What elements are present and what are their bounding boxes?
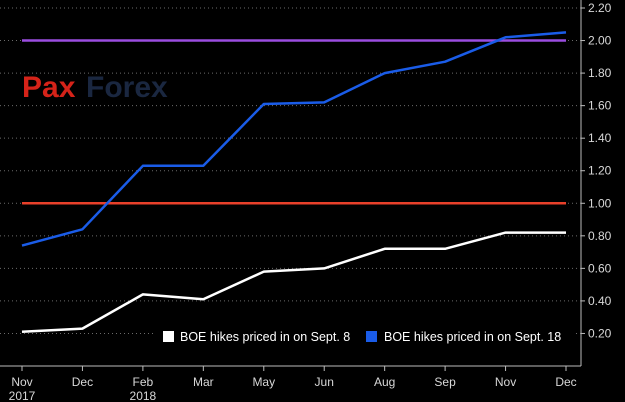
series-line-1 bbox=[21, 31, 567, 247]
series-line-0 bbox=[21, 231, 566, 334]
y-tick-label-1: 0.40 bbox=[588, 294, 612, 308]
legend: BOE hikes priced in on Sept. 8 BOE hikes … bbox=[155, 323, 575, 351]
x-tick-label-7: Sep bbox=[434, 375, 456, 389]
paxforex-watermark: Pax Forex bbox=[22, 71, 168, 104]
x-tick-label-0: Nov bbox=[11, 375, 32, 389]
y-tick-label-3: 0.80 bbox=[588, 229, 612, 243]
reference-lines bbox=[22, 39, 566, 205]
legend-swatch-1 bbox=[366, 331, 377, 342]
x-tick-label-2: Feb bbox=[133, 375, 154, 389]
x-tick-label-6: Aug bbox=[374, 375, 395, 389]
legend-swatch-0 bbox=[163, 331, 174, 342]
y-tick-label-7: 1.60 bbox=[588, 99, 612, 113]
x-tick-label-4: May bbox=[252, 375, 275, 389]
y-tick-label-4: 1.00 bbox=[588, 196, 612, 210]
y-tick-label-8: 1.80 bbox=[588, 66, 612, 80]
x-tick-label-2-line2: 2018 bbox=[130, 389, 157, 402]
x-tick-label-3: Mar bbox=[193, 375, 214, 389]
y-tick-label-10: 2.20 bbox=[588, 1, 612, 15]
y-tick-label-6: 1.40 bbox=[588, 131, 612, 145]
x-tick-label-9: Dec bbox=[555, 375, 576, 389]
watermark-pax: Pax bbox=[22, 71, 76, 104]
y-tick-label-2: 0.60 bbox=[588, 261, 612, 275]
x-tick-label-5: Jun bbox=[315, 375, 334, 389]
x-tick-label-0-line2: 2017 bbox=[9, 389, 36, 402]
series-lines bbox=[21, 31, 567, 334]
legend-label-1: BOE hikes priced in on Sept. 18 bbox=[384, 330, 561, 344]
legend-background bbox=[155, 323, 575, 351]
legend-label-0: BOE hikes priced in on Sept. 8 bbox=[180, 330, 350, 344]
y-tick-label-5: 1.20 bbox=[588, 164, 612, 178]
x-tick-label-8: Nov bbox=[495, 375, 516, 389]
x-tick-label-1: Dec bbox=[72, 375, 93, 389]
y-tick-label-0: 0.20 bbox=[588, 326, 612, 340]
watermark-forex: Forex bbox=[86, 71, 168, 104]
y-tick-label-9: 2.00 bbox=[588, 34, 612, 48]
y-axis: 0.20 0.40 0.60 0.80 1.00 1.20 1.40 1.60 1.80 2.00… bbox=[580, 0, 612, 366]
